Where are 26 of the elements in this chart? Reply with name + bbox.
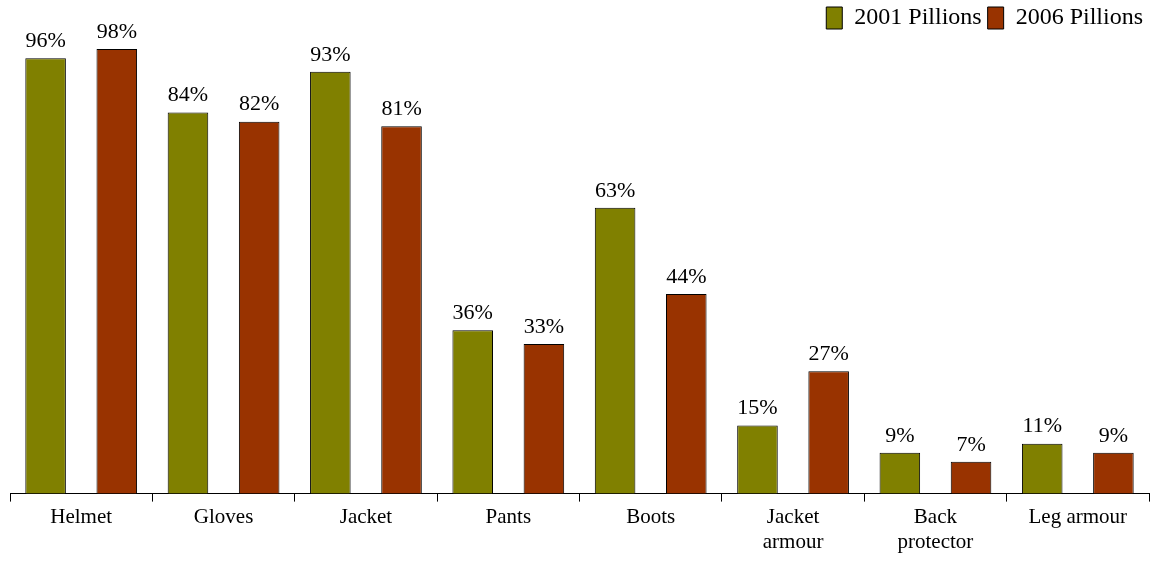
data-label: 27% xyxy=(808,339,849,365)
x-tick-label: Gloves xyxy=(193,503,254,528)
x-tick-label: Jacket xyxy=(339,503,393,528)
x-tick-label: Helmet xyxy=(50,503,113,528)
x-tick-label: Jacket armour xyxy=(762,503,824,553)
data-label: 44% xyxy=(666,262,707,288)
data-label: 93% xyxy=(310,40,351,66)
data-label: 9% xyxy=(1098,421,1129,447)
data-label: 36% xyxy=(452,299,493,325)
data-label: 98% xyxy=(96,17,137,43)
x-tick-label: Boots xyxy=(626,503,676,528)
x-tick-label: Back protector xyxy=(897,503,974,553)
data-label: 15% xyxy=(737,394,778,420)
data-label: 82% xyxy=(238,90,280,116)
data-label: 9% xyxy=(885,421,915,447)
data-label: 7% xyxy=(956,430,986,456)
data-label: 96% xyxy=(25,26,66,52)
data-label: 81% xyxy=(381,94,422,120)
legend-label: 2006 Pillions xyxy=(1015,3,1143,30)
x-tick-label: Leg armour xyxy=(1028,503,1128,528)
legend-label: 2001 Pillions xyxy=(854,3,982,30)
data-label: 84% xyxy=(167,81,209,107)
data-label: 33% xyxy=(523,312,565,338)
x-tick-label: Pants xyxy=(485,503,532,528)
data-label: 11% xyxy=(1022,412,1062,438)
data-label: 63% xyxy=(594,176,636,202)
